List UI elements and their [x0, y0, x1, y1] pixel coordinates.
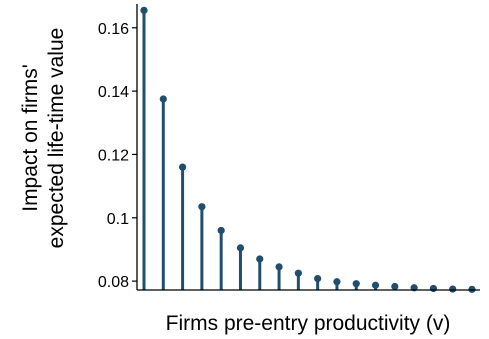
data-marks: [140, 6, 476, 293]
data-point: [371, 281, 380, 289]
data-point: [198, 203, 206, 211]
data-point: [352, 280, 360, 288]
y-tick-label: 0.12: [98, 147, 129, 164]
y-axis-label-line-1: Impact on firms': [19, 64, 42, 212]
data-point: [314, 274, 322, 283]
x-axis-label: Firms pre-entry productivity (v): [166, 312, 451, 335]
data-point: [178, 163, 187, 171]
data-point: [449, 285, 457, 293]
data-point: [256, 255, 264, 263]
y-tick-label: 0.08: [98, 274, 129, 291]
data-point: [333, 278, 341, 286]
y-axis-ticks: 0.08 0.1 0.12 0.14 0.16: [98, 21, 137, 291]
data-point: [159, 95, 167, 103]
data-point: [275, 263, 283, 271]
data-point: [236, 244, 245, 252]
data-point: [391, 282, 399, 291]
data-point: [140, 6, 148, 14]
y-tick-label: 0.1: [107, 211, 129, 228]
data-point: [294, 269, 302, 277]
y-axis-label-line-2: expected life-time value: [45, 28, 68, 249]
data-point: [429, 284, 438, 293]
y-tick-label: 0.14: [98, 84, 129, 101]
y-axis-label: Impact on firms' expected life-time valu…: [19, 28, 68, 249]
y-tick-label: 0.16: [98, 21, 129, 38]
data-point: [217, 226, 225, 235]
